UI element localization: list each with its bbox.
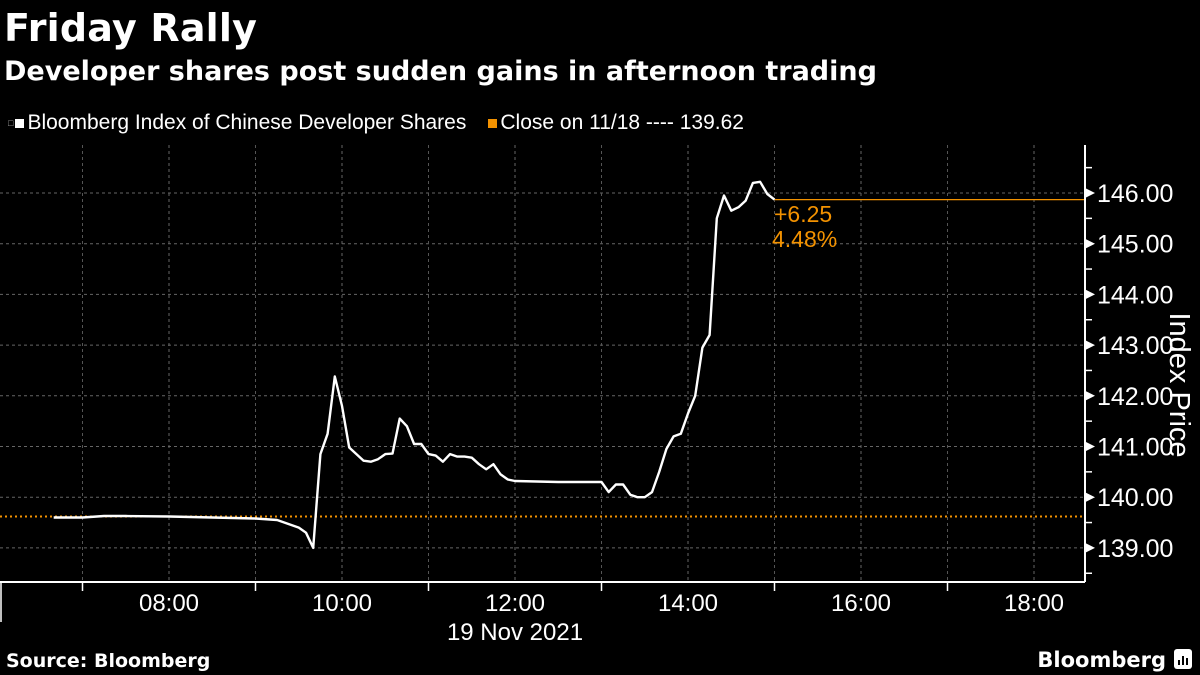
legend: □ Bloomberg Index of Chinese Developer S… (8, 111, 766, 135)
y-tick-label: 145.00 (1097, 231, 1173, 259)
x-axis-label: 19 Nov 2021 (447, 619, 583, 646)
change-annotation: +6.25 (774, 201, 832, 227)
x-tick-label: 18:00 (1004, 590, 1064, 617)
legend-collapse-icon[interactable]: □ (8, 118, 14, 128)
x-tick-label: 10:00 (312, 590, 372, 617)
bloomberg-chart-icon (1174, 649, 1192, 669)
legend-swatch-white (15, 118, 25, 128)
y-tick-label: 143.00 (1097, 332, 1173, 360)
tick-arrow-icon (1085, 238, 1095, 249)
tick-arrow-icon (1085, 492, 1095, 503)
legend-item-close: Close on 11/18 ---- 139.62 (488, 111, 744, 135)
legend-label: Bloomberg Index of Chinese Developer Sha… (27, 111, 467, 134)
tick-arrow-icon (1085, 390, 1095, 401)
y-tick-label: 144.00 (1097, 281, 1173, 309)
x-tick-label: 16:00 (831, 590, 891, 617)
legend-label: Close on 11/18 ---- 139.62 (500, 111, 744, 134)
tick-arrow-icon (1085, 188, 1095, 198)
y-tick-label: 140.00 (1097, 484, 1173, 512)
tick-arrow-icon (1085, 340, 1095, 351)
tick-arrow-icon (1085, 441, 1095, 452)
chart-subtitle: Developer shares post sudden gains in af… (4, 56, 877, 87)
source-note: Source: Bloomberg (6, 650, 211, 672)
y-tick-label: 141.00 (1097, 434, 1173, 462)
x-tick-label: 12:00 (485, 590, 545, 617)
gridlines (0, 145, 1085, 582)
legend-swatch-orange (488, 118, 498, 128)
axes: 139.00 140.00 141.00 142.00 143.00 144.00 145.… (0, 145, 1195, 646)
brand-logo: Bloomberg (1037, 648, 1166, 672)
chart-title: Friday Rally (4, 6, 258, 50)
pct-annotation: 4.48% (772, 226, 837, 252)
y-axis-label: Index Price (1163, 312, 1195, 457)
tick-arrow-icon (1085, 542, 1095, 553)
y-tick-label: 146.00 (1097, 180, 1173, 208)
y-tick-label: 139.00 (1097, 535, 1173, 563)
legend-item-index: Bloomberg Index of Chinese Developer Sha… (15, 111, 466, 135)
price-line (53, 180, 776, 550)
y-tick-label: 142.00 (1097, 383, 1173, 411)
x-tick-label: 08:00 (139, 590, 199, 617)
x-tick-label: 14:00 (658, 590, 718, 617)
tick-arrow-icon (1085, 289, 1095, 300)
